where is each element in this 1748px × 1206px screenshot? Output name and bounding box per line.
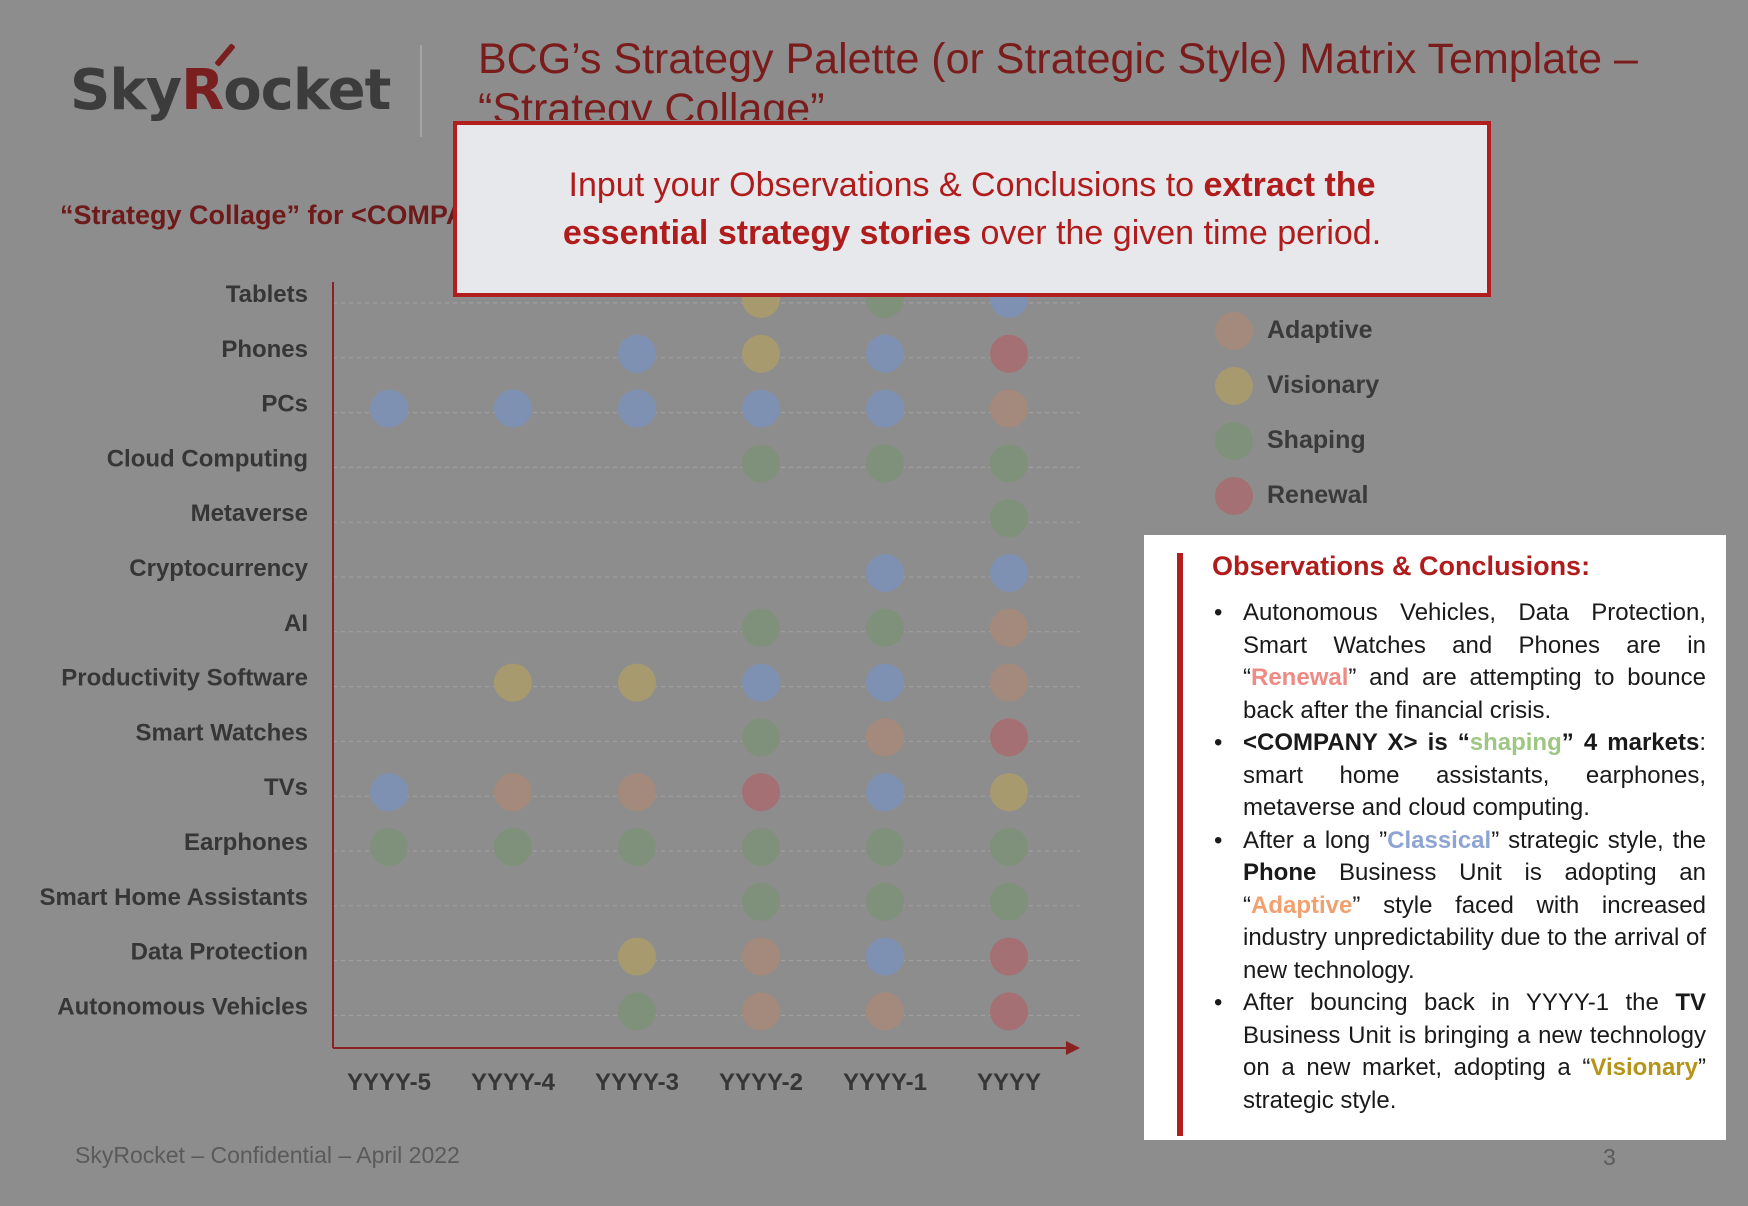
logo-text: SkyRocket [70,58,391,123]
x-axis-arrow [1066,1041,1080,1055]
data-point [494,663,532,702]
data-point [990,499,1028,538]
observation-item: After bouncing back in YYYY-1 the TV Bus… [1212,987,1706,1117]
data-point [618,828,656,866]
y-tick-label: Smart Watches [136,719,309,746]
observation-item: <COMPANY X> is “shaping” 4 markets: smar… [1212,727,1706,825]
data-point [866,882,904,921]
data-point [990,937,1028,976]
data-point [990,992,1028,1031]
data-point [990,773,1028,812]
x-tick-label: YYYY-1 [843,1069,927,1096]
y-tick-label: AI [284,610,308,637]
data-point [742,389,780,428]
observations-accent-bar [1177,553,1183,1136]
observations-title: Observations & Conclusions: [1212,551,1591,581]
data-point [990,334,1028,373]
data-point [494,389,532,428]
data-point [742,828,780,866]
x-tick-label: YYYY-5 [347,1069,431,1096]
observation-item: Autonomous Vehicles, Data Protection, Sm… [1212,597,1706,727]
callout-text: Input your Observations & Conclusions to… [562,166,1382,252]
y-tick-label: Phones [221,336,308,363]
skyrocket-logo: SkyRocket [70,40,391,130]
y-tick-label: PCs [261,391,308,418]
data-point [866,389,904,428]
data-point [618,992,656,1031]
observations-panel: Observations & Conclusions: Autonomous V… [1144,535,1726,1140]
data-point [370,828,408,866]
legend-swatch [1215,312,1253,350]
data-point [990,663,1028,702]
observation-item: After a long ”Classical” strategic style… [1212,825,1706,988]
data-point [990,554,1028,592]
data-point [866,773,904,812]
data-point [866,992,904,1031]
data-point [866,334,904,373]
observations-list: Autonomous Vehicles, Data Protection, Sm… [1212,597,1706,1117]
data-point [990,444,1028,483]
legend-label: Adaptive [1267,316,1373,344]
data-point [990,608,1028,647]
data-point [742,773,780,812]
y-tick-label: Autonomous Vehicles [57,993,308,1020]
data-point [990,882,1028,921]
legend-label: Visionary [1267,371,1380,399]
y-tick-label: Cloud Computing [107,445,308,472]
data-point [866,554,904,592]
data-point [618,937,656,976]
y-tick-label: Smart Home Assistants [39,884,308,911]
y-tick-label: Cryptocurrency [129,555,308,582]
data-point [866,828,904,866]
data-point [990,828,1028,866]
y-tick-label: TVs [264,774,308,801]
data-point [742,608,780,647]
legend-swatch [1215,422,1253,460]
y-tick-label: Tablets [226,281,308,308]
data-point [866,663,904,702]
collage-title: “Strategy Collage” for <COMPANY X> [60,200,460,230]
data-point [866,718,904,757]
data-point [618,663,656,702]
data-point [866,937,904,976]
legend-swatch [1215,367,1253,405]
data-point [866,444,904,483]
y-tick-label: Metaverse [191,500,308,527]
footer-text: SkyRocket – Confidential – April 2022 [75,1142,460,1168]
y-tick-label: Productivity Software [61,665,308,692]
x-tick-label: YYYY-3 [595,1069,679,1096]
data-point [742,992,780,1031]
callout-box: Input your Observations & Conclusions to… [453,121,1491,297]
legend-label: Shaping [1267,426,1366,454]
data-point [618,389,656,428]
data-point [742,937,780,976]
header-divider [420,45,422,137]
data-point [618,334,656,373]
data-point [370,773,408,812]
data-point [742,334,780,373]
data-point [742,444,780,483]
strategy-collage-chart: Tablets Phones PCs Cloud Computing Metaverse… [39,280,1080,1096]
data-point [990,718,1028,757]
data-point [494,828,532,866]
data-point [494,773,532,812]
data-point [742,663,780,702]
legend-swatch [1215,477,1253,515]
y-tick-label: Data Protection [131,939,308,966]
data-point [618,773,656,812]
data-point [742,882,780,921]
legend-label: Renewal [1267,481,1369,509]
x-tick-label: YYYY [977,1069,1041,1096]
data-point [742,718,780,757]
data-point [370,389,408,428]
data-point [990,389,1028,428]
page-title: BCG’s Strategy Palette (or Strategic Sty… [478,35,1638,120]
data-point [866,608,904,647]
page-number: 3 [1603,1144,1616,1170]
x-tick-label: YYYY-2 [719,1069,803,1096]
x-tick-label: YYYY-4 [471,1069,556,1096]
y-tick-label: Earphones [184,829,308,856]
